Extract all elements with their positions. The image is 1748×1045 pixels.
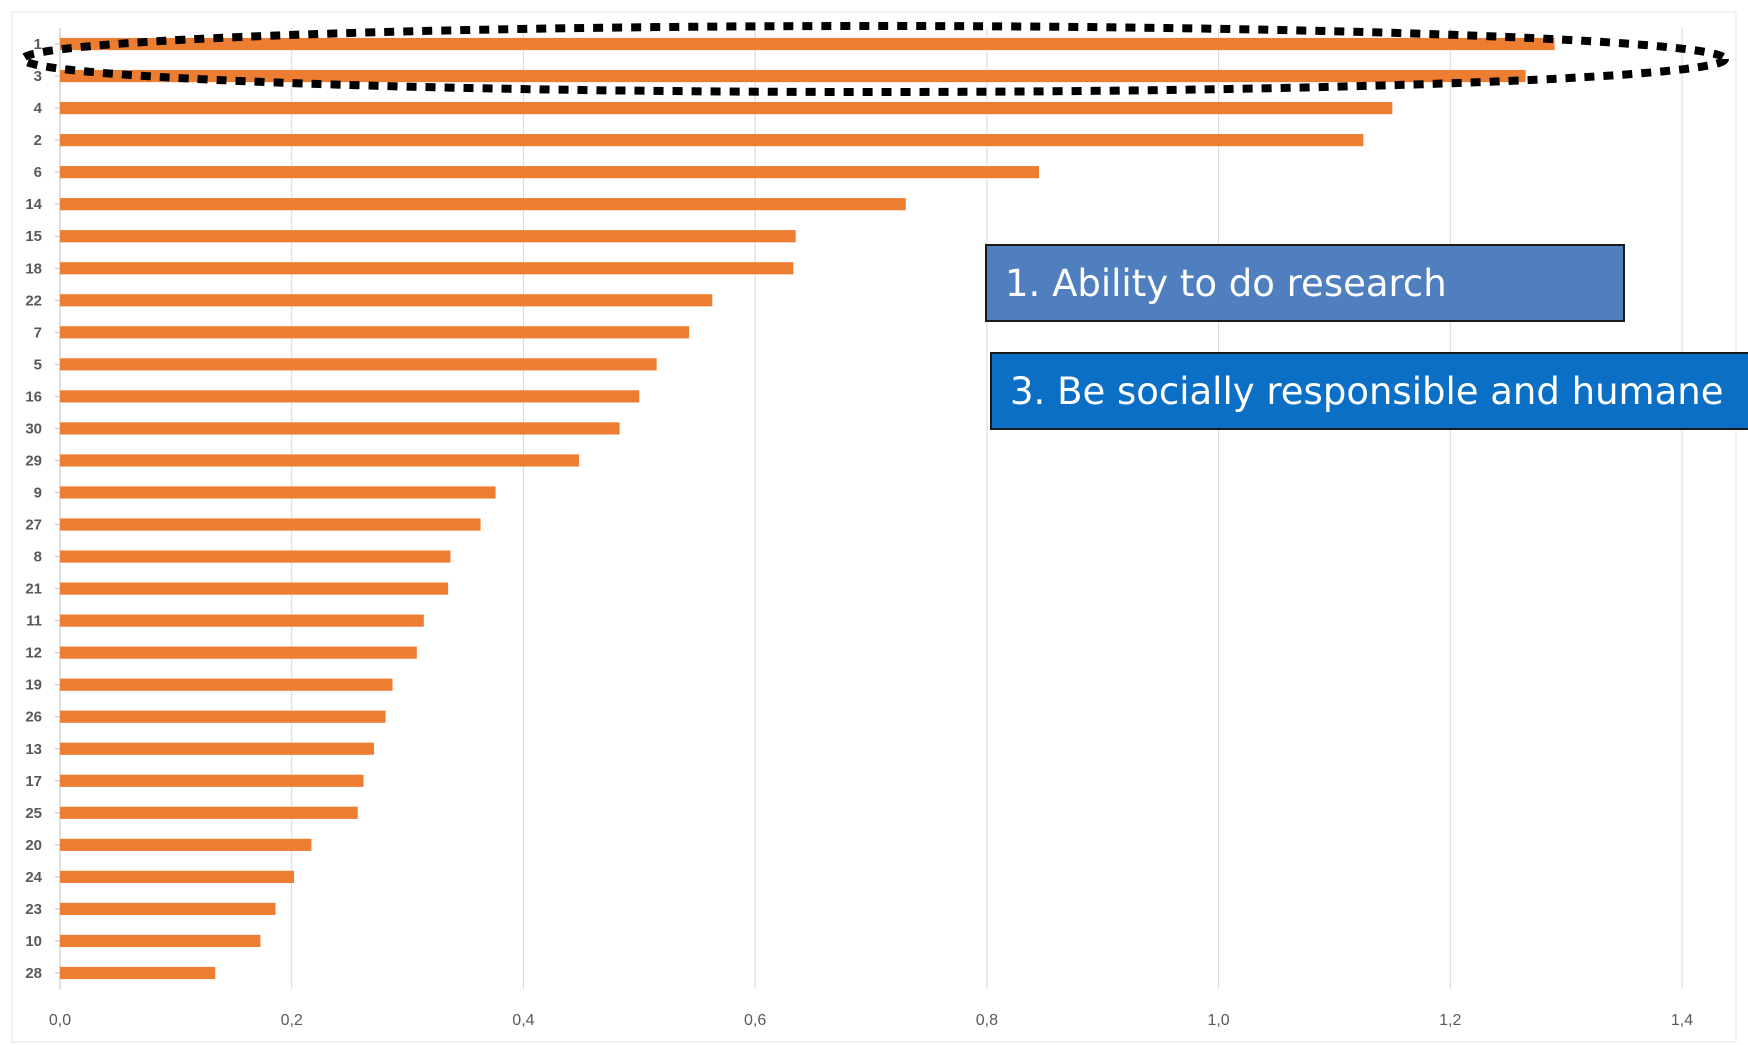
bar (60, 326, 690, 339)
bar (60, 390, 640, 403)
y-tick-label: 4 (34, 100, 43, 117)
y-tick-label: 25 (25, 805, 42, 822)
highlight-dashed-ellipse (19, 22, 1729, 96)
bar (60, 742, 374, 755)
bar (60, 678, 393, 691)
bar (60, 838, 312, 851)
y-tick-label: 18 (25, 260, 42, 277)
x-tick-label: 1,4 (1671, 1012, 1693, 1029)
bar (60, 710, 386, 723)
y-tick-label: 26 (25, 709, 42, 726)
y-tick-label: 12 (25, 645, 42, 662)
bar (60, 806, 358, 819)
bar (60, 422, 620, 435)
bar (60, 358, 657, 371)
bars (60, 37, 1555, 980)
bar (60, 230, 796, 243)
bar (60, 198, 906, 211)
y-tick-label: 24 (25, 869, 42, 886)
y-tick-label: 22 (25, 292, 42, 309)
x-tick-labels: 0,0 0,2 0,4 0,6 0,8 1,0 1,2 1,4 (49, 1012, 1693, 1029)
y-tick-label: 17 (25, 773, 42, 790)
x-tick-label: 0,8 (976, 1012, 998, 1029)
chart-border (11, 11, 1737, 1043)
y-tick-labels: 1342614151822751630299278211112192613172… (25, 36, 42, 982)
bar (60, 454, 580, 467)
bar (60, 582, 449, 595)
y-tick-label: 10 (25, 933, 42, 950)
y-tick-label: 14 (25, 196, 42, 213)
annotation-socially-responsible: 3. Be socially responsible and humane (990, 352, 1748, 430)
y-tick-label: 23 (25, 901, 42, 918)
bar (60, 518, 481, 531)
y-tick-label: 11 (26, 613, 42, 630)
bar (60, 262, 794, 275)
y-tick-label: 29 (25, 452, 42, 469)
bar (60, 486, 496, 499)
x-tick-label: 1,0 (1207, 1012, 1229, 1029)
bar (60, 550, 451, 563)
y-tick-label: 2 (34, 132, 42, 149)
x-tick-label: 0,2 (281, 1012, 303, 1029)
bar (60, 646, 417, 659)
y-tick-label: 28 (25, 965, 42, 982)
y-tick-label: 20 (25, 837, 42, 854)
y-tick-label: 3 (34, 68, 42, 85)
y-tick-label: 15 (25, 228, 42, 245)
y-tick-label: 9 (34, 484, 42, 501)
x-tick-label: 0,4 (512, 1012, 534, 1029)
bar (60, 69, 1526, 83)
bar (60, 774, 364, 787)
bar (60, 870, 295, 883)
y-tick-label: 19 (25, 677, 42, 694)
gridlines (55, 28, 1683, 989)
x-tick-label: 1,2 (1439, 1012, 1461, 1029)
bar (60, 614, 424, 627)
x-tick-label: 0,0 (49, 1012, 71, 1029)
bar (60, 134, 1364, 147)
x-tick-label: 0,6 (744, 1012, 766, 1029)
bar (60, 294, 713, 307)
y-tick-label: 30 (25, 420, 42, 437)
y-tick-label: 13 (25, 741, 42, 758)
y-tick-label: 8 (34, 549, 42, 566)
bar (60, 902, 276, 916)
bar (60, 166, 1039, 179)
y-tick-label: 27 (25, 517, 42, 534)
y-tick-label: 16 (25, 388, 42, 405)
y-tick-label: 5 (34, 356, 42, 373)
bar (60, 966, 216, 980)
bar (60, 934, 261, 948)
y-tick-label: 21 (25, 581, 42, 598)
annotation-ability-research: 1. Ability to do research (985, 244, 1625, 322)
y-tick-label: 6 (34, 164, 42, 181)
bar (60, 101, 1393, 115)
y-tick-label: 7 (34, 324, 42, 341)
bar (60, 37, 1555, 51)
y-tick-label: 1 (34, 36, 42, 53)
